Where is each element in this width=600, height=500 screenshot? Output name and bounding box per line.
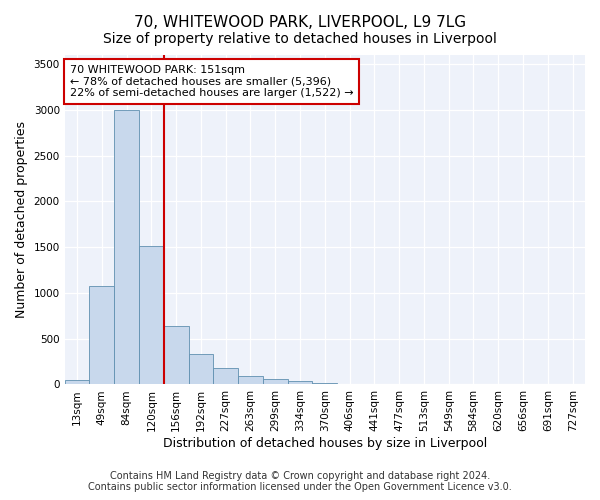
Bar <box>89 286 114 384</box>
Text: 70, WHITEWOOD PARK, LIVERPOOL, L9 7LG: 70, WHITEWOOD PARK, LIVERPOOL, L9 7LG <box>134 15 466 30</box>
Bar <box>287 382 313 384</box>
Text: Contains HM Land Registry data © Crown copyright and database right 2024.
Contai: Contains HM Land Registry data © Crown c… <box>88 471 512 492</box>
Bar <box>139 246 164 384</box>
Text: Size of property relative to detached houses in Liverpool: Size of property relative to detached ho… <box>103 32 497 46</box>
Bar <box>188 354 214 384</box>
Bar <box>65 380 89 384</box>
Bar <box>313 382 337 384</box>
Text: 70 WHITEWOOD PARK: 151sqm
← 78% of detached houses are smaller (5,396)
22% of se: 70 WHITEWOOD PARK: 151sqm ← 78% of detac… <box>70 65 353 98</box>
Bar <box>164 326 188 384</box>
Bar <box>214 368 238 384</box>
X-axis label: Distribution of detached houses by size in Liverpool: Distribution of detached houses by size … <box>163 437 487 450</box>
Y-axis label: Number of detached properties: Number of detached properties <box>15 121 28 318</box>
Bar <box>114 110 139 384</box>
Bar <box>263 380 287 384</box>
Bar <box>238 376 263 384</box>
